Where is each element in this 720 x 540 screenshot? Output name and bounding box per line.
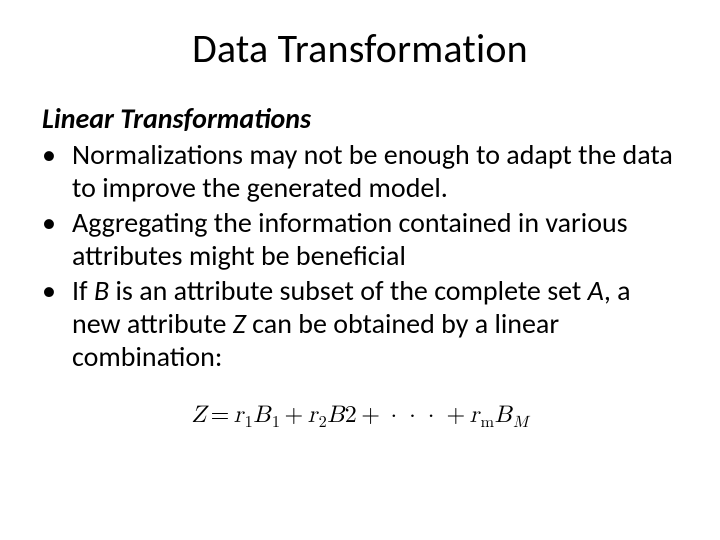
formula: Z=r1B1+r2B2+· · ·+rmBM [191, 403, 528, 427]
slide-title: Data Transformation [38, 24, 682, 73]
slide-subheading: Linear Transformations [38, 101, 682, 136]
list-item: Normalizations may not be enough to adap… [42, 138, 678, 204]
list-item: If B is an attribute subset of the compl… [42, 274, 678, 373]
formula-block: Z=r1B1+r2B2+· · ·+rmBM [38, 401, 682, 433]
slide: Data Transformation Linear Transformatio… [0, 0, 720, 540]
list-item: Aggregating the information contained in… [42, 206, 678, 272]
bullet-list: Normalizations may not be enough to adap… [38, 138, 682, 373]
